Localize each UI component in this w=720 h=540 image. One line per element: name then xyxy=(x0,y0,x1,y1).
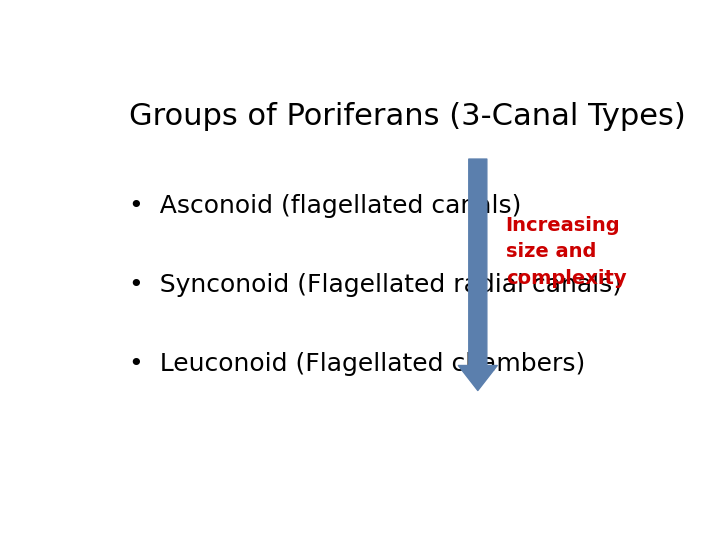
Text: Increasing
size and
complexity: Increasing size and complexity xyxy=(505,216,626,288)
Text: •  Leuconoid (Flagellated chambers): • Leuconoid (Flagellated chambers) xyxy=(129,352,585,376)
Text: Groups of Poriferans (3-Canal Types): Groups of Poriferans (3-Canal Types) xyxy=(129,102,686,131)
Text: •  Synconoid (Flagellated radial canals): • Synconoid (Flagellated radial canals) xyxy=(129,273,622,297)
FancyArrowPatch shape xyxy=(459,159,498,390)
Text: •  Asconoid (flagellated canals): • Asconoid (flagellated canals) xyxy=(129,194,521,218)
